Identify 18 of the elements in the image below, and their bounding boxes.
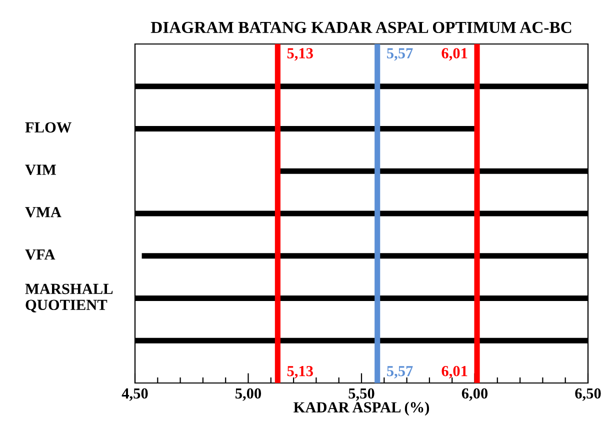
x-tick-label: 5,00 <box>235 388 262 401</box>
annotation: 5,57 <box>387 366 413 378</box>
y-tick-label: MARSHALL QUOTIENT <box>25 284 113 312</box>
y-tick-label: VIM <box>25 164 56 176</box>
x-axis-title: KADAR ASPAL (%) <box>294 402 430 416</box>
x-tick-label: 6,50 <box>575 388 601 401</box>
x-tick-label: 4,50 <box>122 388 148 401</box>
annotation: 6,01 <box>442 366 468 378</box>
ref-line-label: 6,01 <box>442 48 468 61</box>
ref-line-label: 5,57 <box>387 48 413 61</box>
ref-line-label: 5,13 <box>287 48 313 61</box>
chart-title: DIAGRAM BATANG KADAR ASPAL OPTIMUM AC-BC <box>150 22 572 34</box>
annotation: 5,13 <box>287 366 313 378</box>
x-tick-label: 5,50 <box>348 388 374 401</box>
x-tick-label: 6,00 <box>462 388 488 401</box>
y-tick-label: VMA <box>25 207 62 218</box>
y-tick-label: FLOW <box>25 122 72 133</box>
y-tick-label: VFA <box>25 249 56 260</box>
